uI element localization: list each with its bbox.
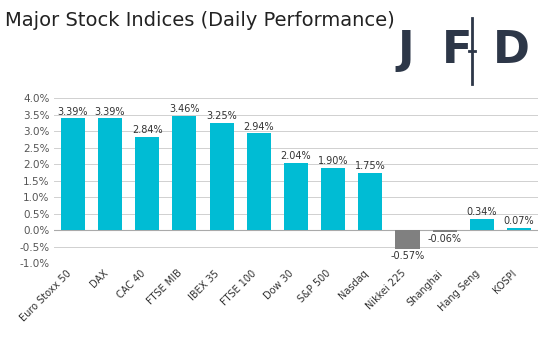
- Text: 3.46%: 3.46%: [169, 105, 200, 114]
- Bar: [98, 118, 122, 230]
- Bar: [321, 167, 345, 230]
- Text: 2.04%: 2.04%: [281, 151, 311, 161]
- Text: F: F: [442, 29, 472, 72]
- Bar: [210, 123, 233, 230]
- Bar: [172, 116, 197, 230]
- Text: J: J: [397, 29, 414, 72]
- Text: 3.39%: 3.39%: [95, 107, 125, 117]
- Bar: [284, 163, 308, 230]
- Text: 2.84%: 2.84%: [132, 125, 162, 135]
- Text: -0.57%: -0.57%: [390, 251, 425, 261]
- Text: 3.39%: 3.39%: [58, 107, 88, 117]
- Bar: [507, 228, 531, 230]
- Text: 0.34%: 0.34%: [466, 207, 497, 217]
- Text: D: D: [493, 29, 529, 72]
- Text: 0.07%: 0.07%: [504, 216, 534, 226]
- Bar: [433, 230, 457, 232]
- Text: -0.06%: -0.06%: [428, 234, 462, 244]
- Text: 1.75%: 1.75%: [355, 161, 386, 171]
- Bar: [358, 173, 382, 230]
- Text: 1.90%: 1.90%: [318, 156, 349, 166]
- Text: Major Stock Indices (Daily Performance): Major Stock Indices (Daily Performance): [5, 11, 395, 29]
- Text: 3.25%: 3.25%: [206, 111, 237, 121]
- Bar: [395, 230, 420, 249]
- Bar: [61, 118, 85, 230]
- Text: 2.94%: 2.94%: [243, 121, 274, 132]
- Bar: [135, 137, 159, 230]
- Bar: [247, 133, 271, 230]
- Bar: [470, 219, 494, 230]
